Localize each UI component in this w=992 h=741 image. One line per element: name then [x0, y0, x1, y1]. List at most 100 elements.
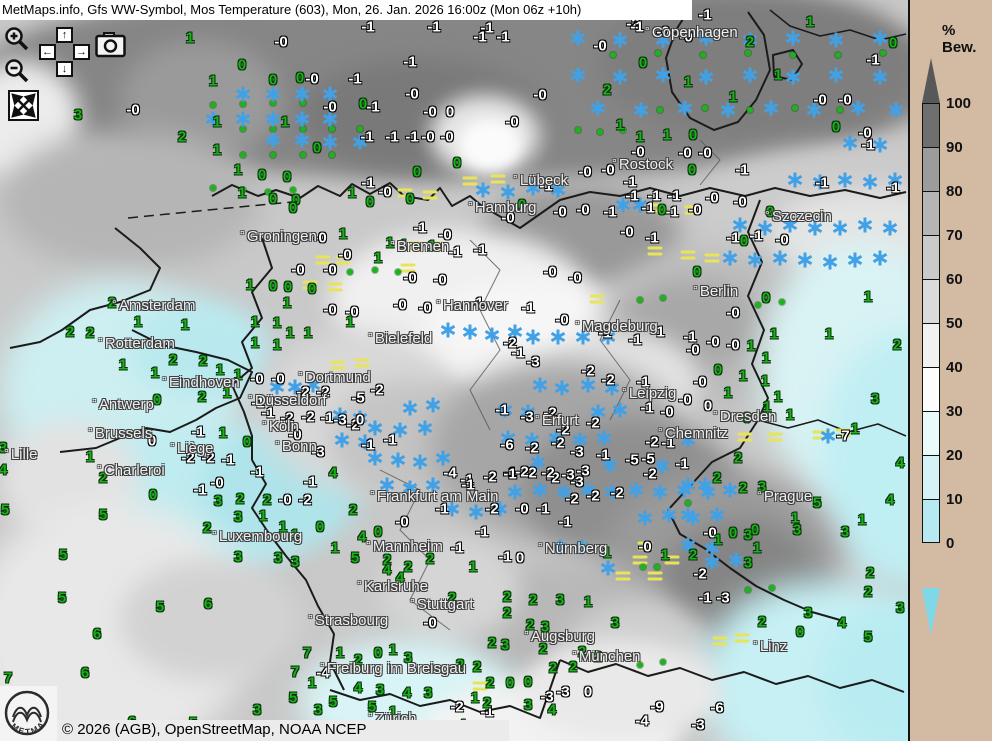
temperature-value: 3 — [213, 492, 223, 510]
pan-down-button[interactable]: ↓ — [56, 61, 73, 77]
temperature-value: 1 — [615, 116, 625, 134]
temperature-value: 3 — [895, 599, 905, 617]
temperature-value: -3 — [716, 589, 730, 607]
snowflake-icon — [738, 217, 742, 233]
temperature-value: -2 — [485, 500, 499, 518]
pan-right-button[interactable]: → — [73, 44, 90, 60]
temperature-value: -2 — [296, 383, 310, 401]
snowflake-icon — [513, 324, 517, 340]
temperature-value: 1 — [85, 448, 95, 466]
snowflake-icon — [446, 322, 450, 338]
city-marker: ° — [765, 208, 770, 222]
drizzle-dot — [637, 662, 643, 668]
snowflake-icon — [526, 404, 530, 420]
snowflake-icon — [300, 111, 304, 127]
snowflake-icon — [578, 432, 582, 448]
attribution-bar[interactable]: © 2026 (AGB), OpenStreetMap, NOAA NCEP — [57, 720, 509, 741]
temperature-value: 1 — [427, 237, 437, 255]
snowflake-icon — [878, 250, 882, 266]
snowflake-icon — [639, 102, 643, 118]
temperature-value: -0 — [555, 311, 569, 329]
city-label: ° Frankfurt am Main — [370, 488, 499, 505]
temperature-value: -2 — [626, 15, 640, 33]
temperature-value: -1 — [496, 28, 510, 46]
snowflake-icon — [660, 458, 664, 474]
drizzle-dot — [835, 52, 841, 58]
legend-tick-label: 60 — [946, 271, 963, 288]
temperature-value: -0 — [505, 113, 519, 131]
snowflake-icon — [803, 252, 807, 268]
pan-left-button[interactable]: ← — [39, 44, 56, 60]
temperature-value: 1 — [118, 356, 128, 374]
drizzle-dot — [265, 189, 271, 195]
pan-up-button[interactable]: ↑ — [56, 27, 73, 43]
city-marker: ° — [524, 628, 529, 642]
temperature-value: -1 — [450, 539, 464, 557]
snowflake-icon — [682, 482, 686, 498]
city-name: Prague — [763, 488, 813, 505]
temperature-value: -3 — [691, 716, 705, 734]
city-marker: ° — [88, 425, 93, 439]
temperature-value: 0 — [282, 168, 292, 186]
temperature-value: -1 — [749, 227, 763, 245]
temperature-value: -2 — [370, 381, 384, 399]
temperature-value: 1 — [662, 126, 672, 144]
city-name: Magdeburg — [581, 318, 658, 335]
map-canvas[interactable]: -1 -1 -1 -2 -1 -0 -1 -1 -0 -1 -0 -0 -1 -1 -0 -0 -1 -0 0 -0-… — [0, 0, 908, 741]
temperature-value: 0 — [295, 69, 305, 87]
snowflake-icon — [300, 86, 304, 102]
zoom-out-icon[interactable] — [4, 58, 30, 86]
temperature-value: -0 — [421, 128, 435, 146]
legend-tick-label: 0 — [946, 535, 955, 552]
city-name: Linz — [759, 638, 788, 655]
temperature-value: 2 — [528, 591, 538, 609]
temperature-value: 2 — [107, 294, 117, 312]
city-label: ° Strasbourg — [308, 612, 388, 629]
fog-symbol — [734, 633, 750, 637]
city-label: ° Freiburg im Breisgau — [320, 660, 466, 677]
drizzle-dot — [240, 187, 246, 193]
temperature-value: -1 — [596, 446, 610, 464]
snowflake-icon — [531, 180, 535, 196]
snowflake-icon — [788, 217, 792, 233]
temperature-value: -5 — [641, 450, 655, 468]
legend-segment — [922, 499, 940, 543]
temperature-value: 1 — [769, 325, 779, 343]
temperature-value: 4 — [382, 561, 392, 579]
temperature-value: 0 — [583, 683, 593, 701]
temperature-value: -1 — [647, 187, 661, 205]
legend-tick-label: 50 — [946, 315, 963, 332]
temperature-value: -0 — [271, 370, 285, 388]
attribution-text[interactable]: © 2026 (AGB), OpenStreetMap, NOAA NCEP — [62, 721, 367, 738]
fullscreen-icon[interactable] — [8, 90, 39, 121]
screenshot-camera-icon[interactable] — [95, 31, 127, 59]
temperature-value: 1 — [635, 128, 645, 146]
city-marker: ° — [390, 238, 395, 252]
fog-symbol — [684, 205, 700, 209]
snowflake-icon — [863, 217, 867, 233]
temperature-value: -0 — [274, 33, 288, 51]
temperature-value: 6 — [80, 664, 90, 682]
temperature-value: 5 — [328, 693, 338, 711]
drizzle-dot — [240, 101, 246, 107]
snowflake-icon — [818, 174, 822, 190]
zoom-in-icon[interactable] — [4, 26, 30, 54]
city-label: ° Groningen — [240, 228, 317, 245]
temperature-value: 3 — [743, 526, 753, 544]
temperature-value: 6 — [92, 625, 102, 643]
drizzle-dot — [347, 269, 353, 275]
temperature-value: 0 — [257, 166, 267, 184]
snowflake-icon — [441, 450, 445, 466]
snowflake-icon — [554, 430, 558, 446]
temperature-value: 1 — [212, 141, 222, 159]
snowflake-icon — [596, 404, 600, 420]
temperature-value: 2 — [403, 558, 413, 576]
snowflake-icon — [667, 507, 671, 523]
temperature-value: 1 — [250, 313, 260, 331]
city-marker: ° — [275, 438, 280, 452]
temperature-value: 7 — [3, 669, 13, 687]
snowflake-icon — [618, 402, 622, 418]
city-marker: ° — [162, 374, 167, 388]
temperature-value: -0 — [703, 524, 717, 542]
snowflake-icon — [531, 329, 535, 345]
